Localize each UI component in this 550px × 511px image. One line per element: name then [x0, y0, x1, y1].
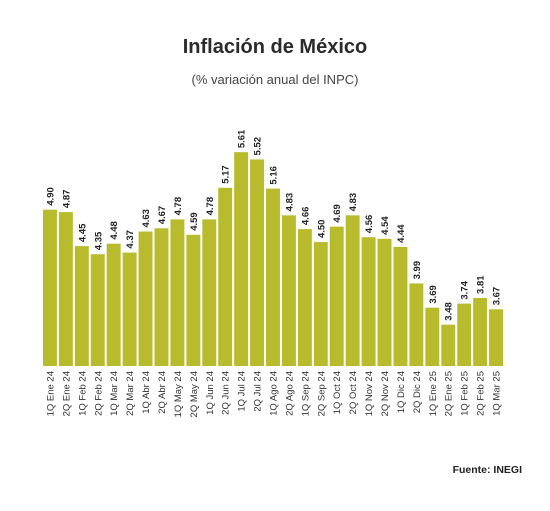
data-label: 4.78: [173, 197, 184, 216]
data-label: 3.99: [412, 261, 423, 280]
data-label: 4.87: [61, 190, 72, 209]
bar: [138, 231, 153, 366]
data-label: 4.35: [93, 231, 104, 250]
data-label: 4.63: [141, 209, 152, 228]
x-tick-label: 1Q Mar 24: [109, 371, 120, 416]
bar: [43, 209, 57, 366]
data-label: 4.45: [77, 223, 88, 242]
data-label: 3.48: [444, 302, 455, 321]
bar: [154, 228, 169, 366]
data-label: 4.59: [189, 212, 200, 231]
bar: [361, 237, 376, 366]
bar: [186, 234, 201, 366]
bar: [489, 309, 503, 366]
bar: [281, 215, 296, 366]
data-label: 4.78: [205, 197, 216, 216]
data-label: 4.67: [157, 206, 168, 225]
data-label: 4.44: [396, 224, 407, 243]
x-tick-label: 2Q Feb 25: [476, 371, 487, 416]
x-tick-label: 2Q May 24: [189, 371, 200, 417]
x-tick-label: 1Q Ene 24: [45, 371, 56, 416]
bar: [250, 159, 265, 366]
x-tick-label: 1Q Mar 25: [492, 371, 503, 416]
bar: [170, 219, 185, 366]
data-label: 4.69: [332, 204, 343, 223]
data-label: 3.74: [460, 280, 471, 299]
bar: [234, 152, 249, 366]
data-label: 4.48: [109, 221, 120, 240]
bar: [74, 246, 89, 366]
bar: [106, 243, 121, 366]
x-tick-label: 2Q Feb 24: [93, 371, 104, 416]
x-tick-label: 1Q Jun 24: [205, 371, 216, 415]
x-tick-label: 2Q Dic 24: [412, 371, 423, 413]
chart-title: Inflación de México: [182, 36, 368, 58]
data-label: 4.90: [45, 187, 56, 206]
x-tick-label: 2Q Ago 24: [284, 371, 295, 416]
data-label: 3.69: [428, 285, 439, 304]
bar: [473, 297, 488, 366]
x-tick-label: 1Q Ene 25: [428, 371, 439, 416]
x-tick-label: 2Q Sep 24: [316, 371, 327, 416]
x-tick-label: 2Q Abr 24: [157, 371, 168, 414]
data-label: 4.50: [316, 220, 327, 239]
bar: [377, 238, 392, 366]
x-tick-label: 2Q Jul 24: [253, 371, 264, 412]
data-label: 4.54: [380, 216, 391, 235]
data-label: 5.52: [253, 137, 264, 156]
x-tick-label: 1Q Jul 24: [237, 371, 248, 412]
x-tick-label: 1Q May 24: [173, 371, 184, 417]
x-tick-label: 1Q Feb 24: [77, 371, 88, 416]
bar: [409, 283, 424, 366]
x-tick-label: 1Q Abr 24: [141, 371, 152, 414]
chart-subtitle: (% variación anual del INPC): [191, 72, 359, 87]
bar: [329, 226, 344, 366]
x-tick-label: 1Q Sep 24: [300, 371, 311, 416]
data-label: 3.67: [492, 287, 503, 306]
data-label: 4.83: [348, 193, 359, 212]
x-tick-label: 2Q Mar 24: [125, 371, 136, 416]
x-tick-label: 2Q Ene 24: [61, 371, 72, 416]
x-tick-label: 2Q Nov 24: [380, 371, 391, 416]
bar: [457, 303, 472, 366]
x-tick-label: 1Q Oct 24: [332, 371, 343, 414]
data-label: 3.81: [476, 275, 487, 294]
data-label: 5.16: [269, 166, 280, 185]
bar: [202, 219, 217, 366]
bar: [345, 215, 360, 366]
bar: [393, 246, 408, 366]
data-label: 4.37: [125, 230, 136, 249]
x-tick-label: 2Q Oct 24: [348, 371, 359, 414]
bar: [441, 324, 456, 366]
bar: [425, 307, 440, 366]
bar: [58, 212, 73, 366]
bar: [266, 188, 280, 366]
data-label: 4.66: [300, 207, 311, 226]
bar: [90, 254, 105, 366]
data-label: 5.17: [221, 165, 232, 184]
data-label: 5.61: [237, 129, 248, 148]
bar: [122, 252, 137, 366]
data-label: 4.83: [284, 193, 295, 212]
x-tick-label: 1Q Nov 24: [364, 371, 375, 416]
bar: [218, 187, 233, 366]
bar: [297, 229, 312, 366]
data-label: 4.56: [364, 215, 375, 234]
bar: [313, 242, 328, 366]
x-tick-label: 1Q Dic 24: [396, 371, 407, 413]
x-tick-label: 1Q Ago 24: [269, 371, 280, 416]
source-note: Fuente: INEGI: [452, 464, 522, 476]
x-tick-label: 1Q Feb 25: [460, 371, 471, 416]
x-tick-label: 2Q Ene 25: [444, 371, 455, 416]
x-tick-label: 2Q Jun 24: [221, 371, 232, 415]
